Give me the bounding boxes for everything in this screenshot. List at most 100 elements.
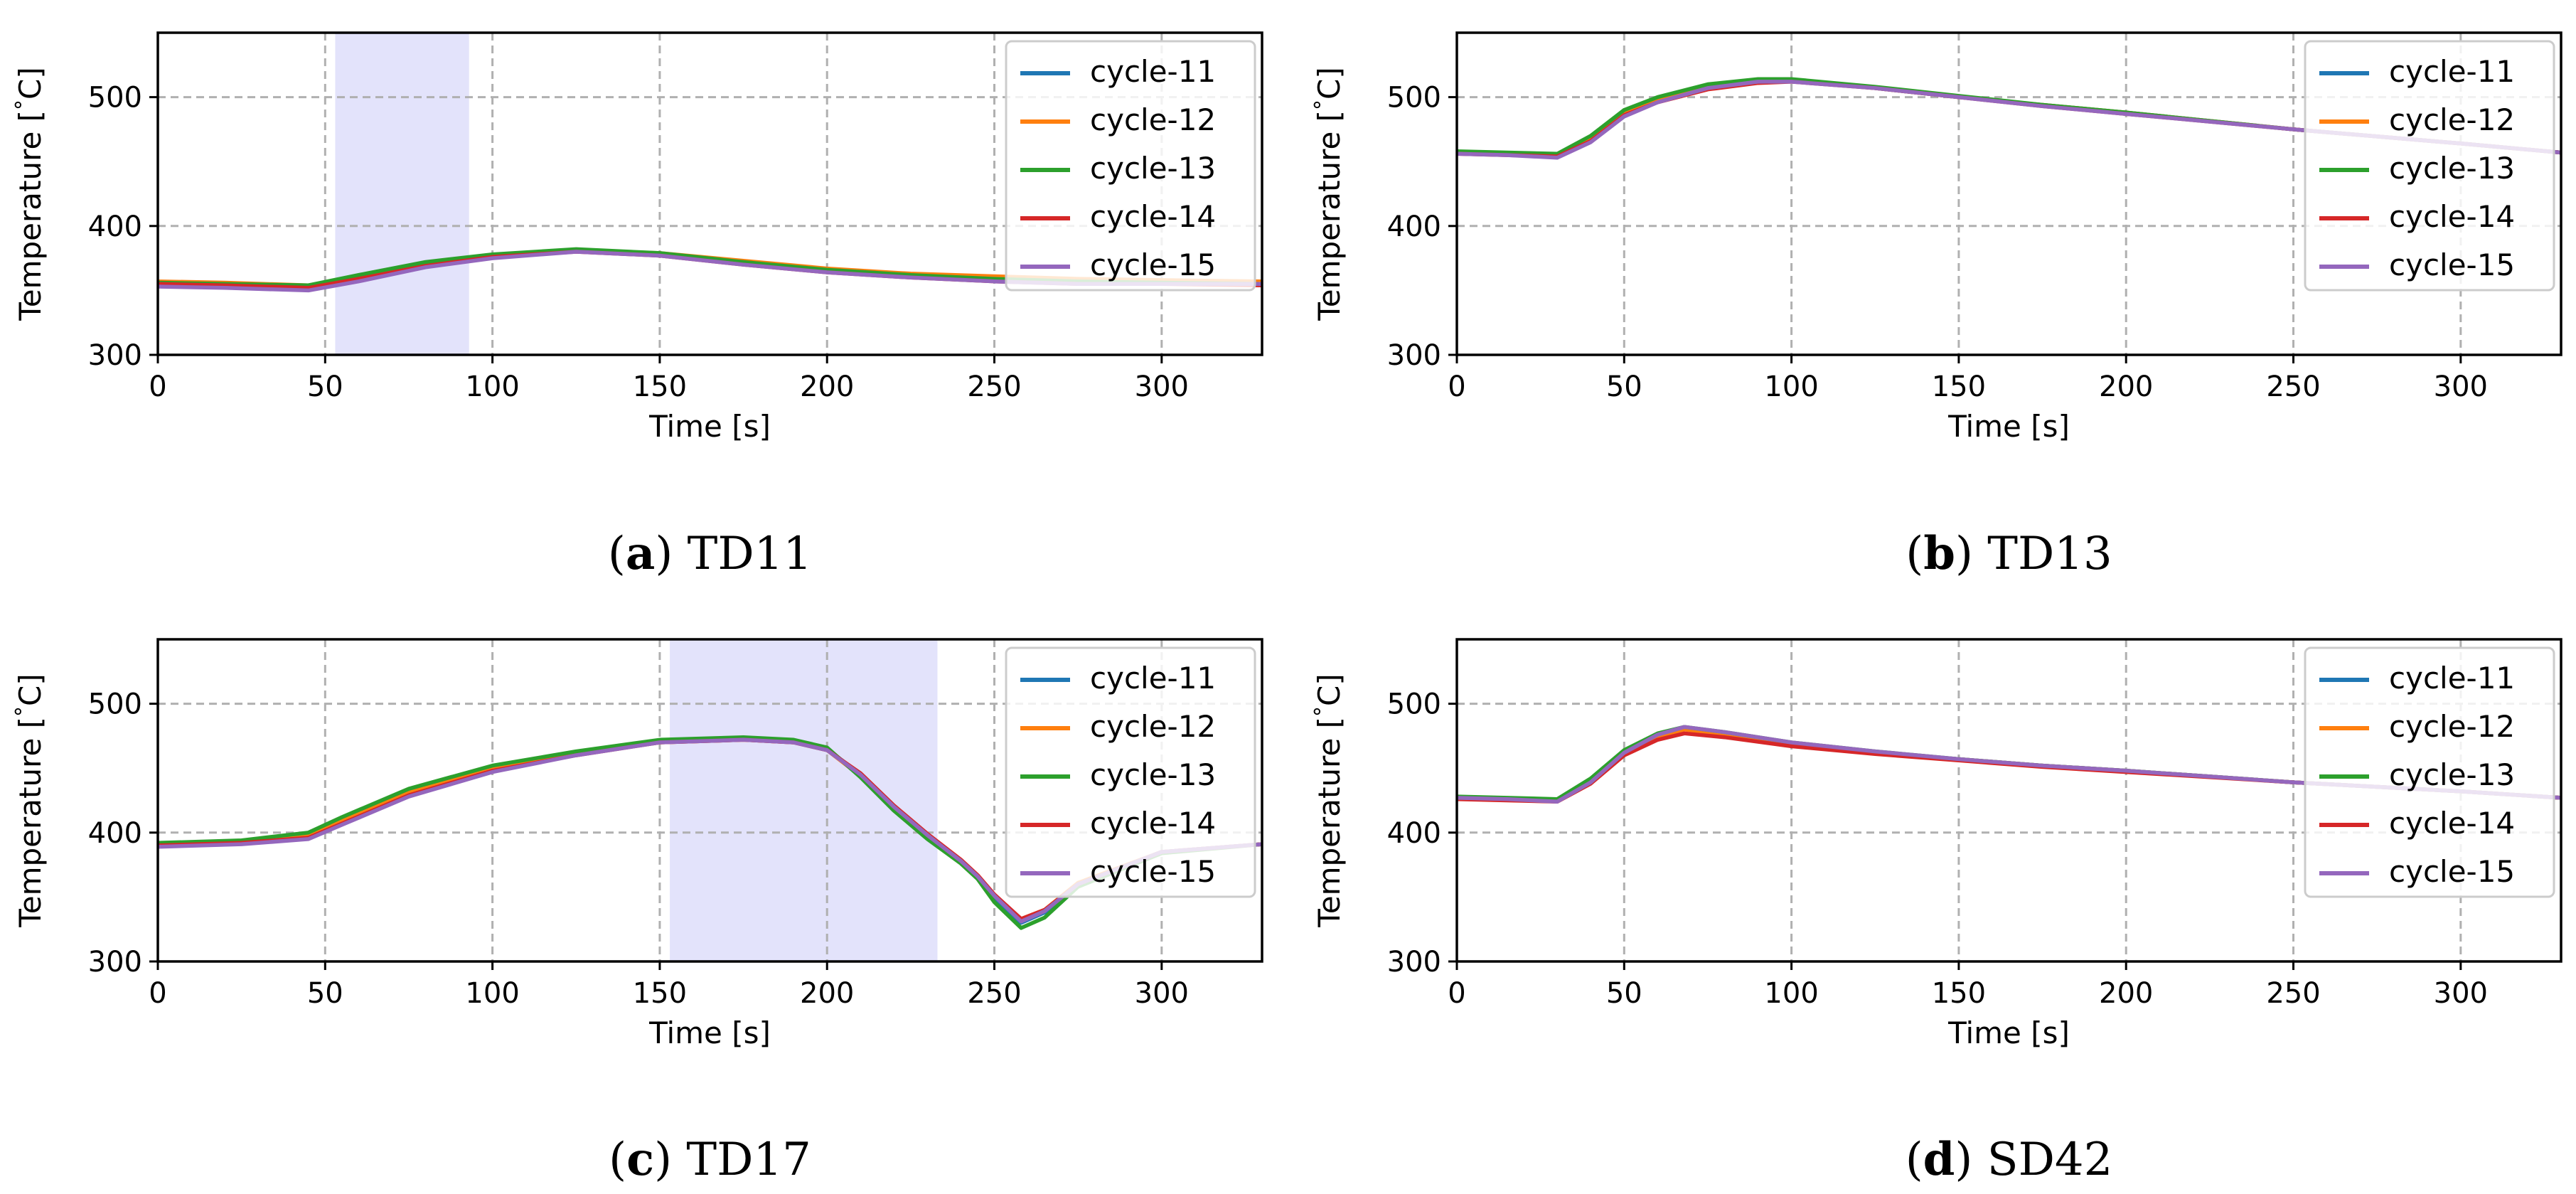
y-tick-label: 500 <box>88 82 142 114</box>
y-axis-label-prefix: Temperature [ <box>1312 110 1347 321</box>
x-tick-label: 50 <box>1606 977 1642 1010</box>
y-tick-label: 500 <box>1387 688 1441 721</box>
plot-frame <box>1455 31 2562 356</box>
subplot-caption: (c) TD17 <box>609 1133 811 1186</box>
legend-entry: cycle-11 <box>2389 661 2515 695</box>
subplot-caption: (b) TD13 <box>1906 527 2112 580</box>
x-tick-label: 100 <box>465 371 519 403</box>
y-axis-label-suffix: C] <box>1312 67 1347 100</box>
legend-box <box>1005 40 1256 292</box>
legend-entry: cycle-12 <box>1090 102 1216 137</box>
y-axis-label-suffix: C] <box>13 67 48 100</box>
y-tick-label: 400 <box>1387 210 1441 243</box>
y-tick-label: 300 <box>1387 946 1441 979</box>
x-tick-label: 150 <box>1932 371 1986 403</box>
x-tick-label: 0 <box>1448 371 1465 403</box>
x-axis-label: Time [s] <box>1947 409 2070 444</box>
y-axis-label-prefix: Temperature [ <box>1312 717 1347 928</box>
legend: cycle-11 cycle-12 cycle-13 cycle-14 cycle-15 <box>2304 40 2555 292</box>
y-axis-label: Temperature [°C] <box>11 673 48 928</box>
caption-letter: d <box>1923 1133 1955 1186</box>
legend-entry: cycle-15 <box>2389 854 2515 889</box>
subplot-b: 0 50 100 150 200 250 300 300 400 500 Time [s] Tempe… <box>1310 31 2562 580</box>
y-tick-label: 500 <box>88 688 142 721</box>
y-axis-label-suffix: C] <box>13 673 48 706</box>
legend: cycle-11 cycle-12 cycle-13 cycle-14 cycle-15 <box>2304 646 2555 898</box>
x-tick-label: 150 <box>633 371 687 403</box>
legend-entry: cycle-12 <box>2389 709 2515 744</box>
x-tick-label: 200 <box>2099 371 2153 403</box>
caption-letter: a <box>626 527 655 580</box>
x-tick-label: 200 <box>800 371 854 403</box>
x-tick-label: 250 <box>2266 371 2320 403</box>
legend-entry: cycle-14 <box>2389 199 2515 234</box>
y-axis-label-degree: ° <box>11 100 36 110</box>
plot-frame <box>156 638 1263 963</box>
caption-letter: c <box>626 1133 654 1186</box>
y-axis-label-suffix: C] <box>1312 673 1347 706</box>
y-tick-label: 400 <box>88 210 142 243</box>
x-tick-label: 150 <box>633 977 687 1010</box>
highlight-region <box>335 33 469 355</box>
series-group <box>158 735 1262 930</box>
legend-entry: cycle-12 <box>1090 709 1216 744</box>
subplot-caption: (d) SD42 <box>1906 1133 2113 1186</box>
legend-entry: cycle-11 <box>1090 54 1216 89</box>
x-tick-label: 150 <box>1932 977 1986 1010</box>
y-axis-label-degree: ° <box>11 706 36 717</box>
legend-entry: cycle-14 <box>1090 199 1216 234</box>
x-tick-label: 0 <box>149 977 166 1010</box>
legend-entry: cycle-11 <box>1090 661 1216 695</box>
subplot-c: 0 50 100 150 200 250 300 300 400 500 Time [s] Tempe… <box>11 638 1263 1186</box>
x-tick-label: 0 <box>149 371 166 403</box>
y-tick-label: 300 <box>1387 339 1441 372</box>
legend-entry: cycle-12 <box>2389 102 2515 137</box>
legend-entry: cycle-13 <box>1090 151 1216 186</box>
series-line-cycle-15 <box>158 737 1262 924</box>
x-tick-label: 50 <box>307 371 343 403</box>
series-line-cycle-15 <box>1457 725 2561 804</box>
legend-entry: cycle-15 <box>1090 854 1216 889</box>
x-tick-label: 100 <box>1764 977 1818 1010</box>
x-tick-label: 200 <box>800 977 854 1010</box>
x-tick-label: 200 <box>2099 977 2153 1010</box>
x-tick-label: 50 <box>1606 371 1642 403</box>
x-tick-label: 250 <box>967 371 1021 403</box>
caption-text: TD11 <box>688 528 812 580</box>
y-tick-label: 300 <box>88 339 142 372</box>
subplot-a: 0 50 100 150 200 250 300 300 400 500 Time [s] Tempe… <box>11 31 1263 580</box>
caption-text: SD42 <box>1987 1134 2113 1186</box>
plot-frame <box>1455 638 2562 963</box>
legend-entry: cycle-14 <box>1090 806 1216 841</box>
subplot-d: 0 50 100 150 200 250 300 300 400 500 Time [s] Tempe… <box>1310 638 2562 1186</box>
legend-entry: cycle-15 <box>1090 247 1216 282</box>
x-axis-label: Time [s] <box>1947 1016 2070 1050</box>
x-axis-label: Time [s] <box>648 1016 771 1050</box>
x-tick-label: 300 <box>2434 371 2488 403</box>
legend-box <box>2304 646 2555 898</box>
subplot-caption: (a) TD11 <box>608 527 812 580</box>
legend-entry: cycle-14 <box>2389 806 2515 841</box>
legend-entry: cycle-13 <box>2389 151 2515 186</box>
legend-box <box>1005 646 1256 898</box>
x-tick-label: 250 <box>2266 977 2320 1010</box>
y-axis-label-degree: ° <box>1310 100 1335 110</box>
x-tick-label: 300 <box>1135 371 1189 403</box>
y-tick-label: 400 <box>88 817 142 850</box>
y-axis-label: Temperature [°C] <box>1310 673 1347 928</box>
x-tick-label: 100 <box>1764 371 1818 403</box>
caption-text: TD13 <box>1987 528 2112 580</box>
caption-text: TD17 <box>686 1134 811 1186</box>
highlight-region <box>670 639 938 961</box>
y-axis-label-prefix: Temperature [ <box>13 717 48 928</box>
series-group <box>1457 77 2561 160</box>
series-group <box>1457 725 2561 804</box>
y-axis-label-degree: ° <box>1310 706 1335 717</box>
legend-entry: cycle-11 <box>2389 54 2515 89</box>
x-tick-label: 50 <box>307 977 343 1010</box>
legend-entry: cycle-13 <box>1090 757 1216 792</box>
x-tick-label: 300 <box>1135 977 1189 1010</box>
legend-entry: cycle-15 <box>2389 247 2515 282</box>
legend-box <box>2304 40 2555 292</box>
